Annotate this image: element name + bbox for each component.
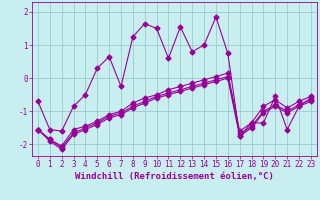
X-axis label: Windchill (Refroidissement éolien,°C): Windchill (Refroidissement éolien,°C): [75, 172, 274, 181]
